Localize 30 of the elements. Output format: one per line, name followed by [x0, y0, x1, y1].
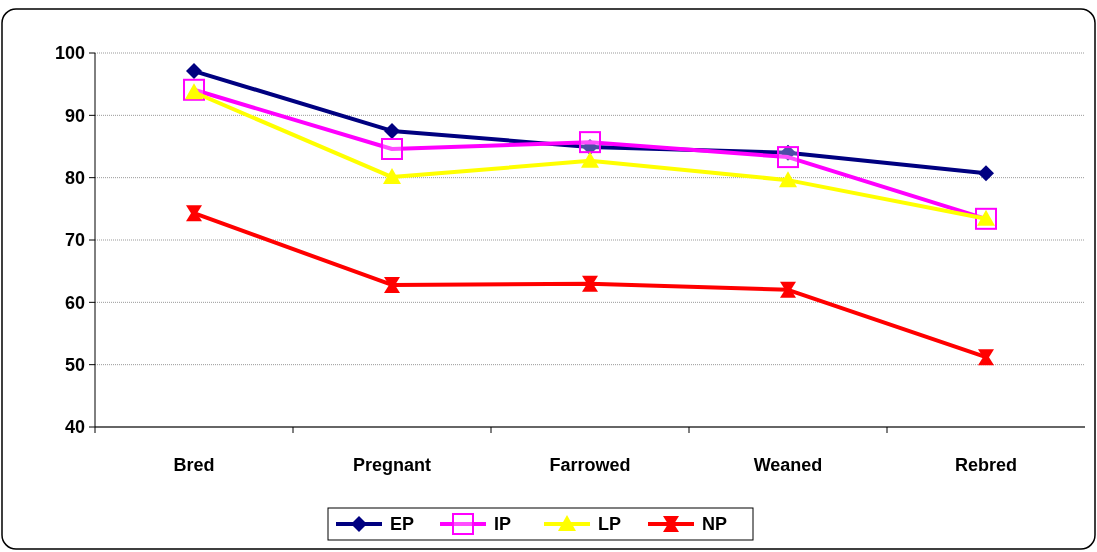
point	[582, 275, 598, 292]
point	[581, 151, 599, 168]
point	[978, 165, 994, 182]
point	[384, 122, 400, 139]
point	[186, 205, 202, 222]
legend-label: IP	[494, 514, 512, 535]
legend-label: LP	[598, 514, 622, 535]
y-tick-label: 90	[64, 105, 85, 126]
y-tick-label: 80	[64, 167, 85, 188]
point	[777, 146, 799, 169]
y-tick-label: 50	[64, 354, 85, 375]
x-tick-label: Bred	[173, 455, 215, 475]
y-tick-label: 70	[64, 230, 85, 251]
y-tick-label: 40	[64, 417, 85, 438]
y-tick-label: 100	[54, 43, 85, 64]
point	[384, 276, 400, 293]
legend-label: NP	[702, 514, 728, 535]
x-tick-label: Rebred	[954, 455, 1018, 475]
point	[383, 168, 401, 185]
x-tick-label: Farrowed	[549, 455, 631, 475]
y-tick-label: 60	[64, 292, 85, 313]
x-tick-label: Weaned	[753, 455, 823, 475]
legend-label: EP	[390, 514, 415, 535]
point	[186, 63, 202, 80]
point	[779, 171, 797, 188]
x-tick-label: Pregnant	[352, 455, 432, 475]
point	[579, 131, 601, 154]
point	[780, 281, 796, 298]
point	[381, 137, 403, 160]
point	[978, 349, 994, 366]
